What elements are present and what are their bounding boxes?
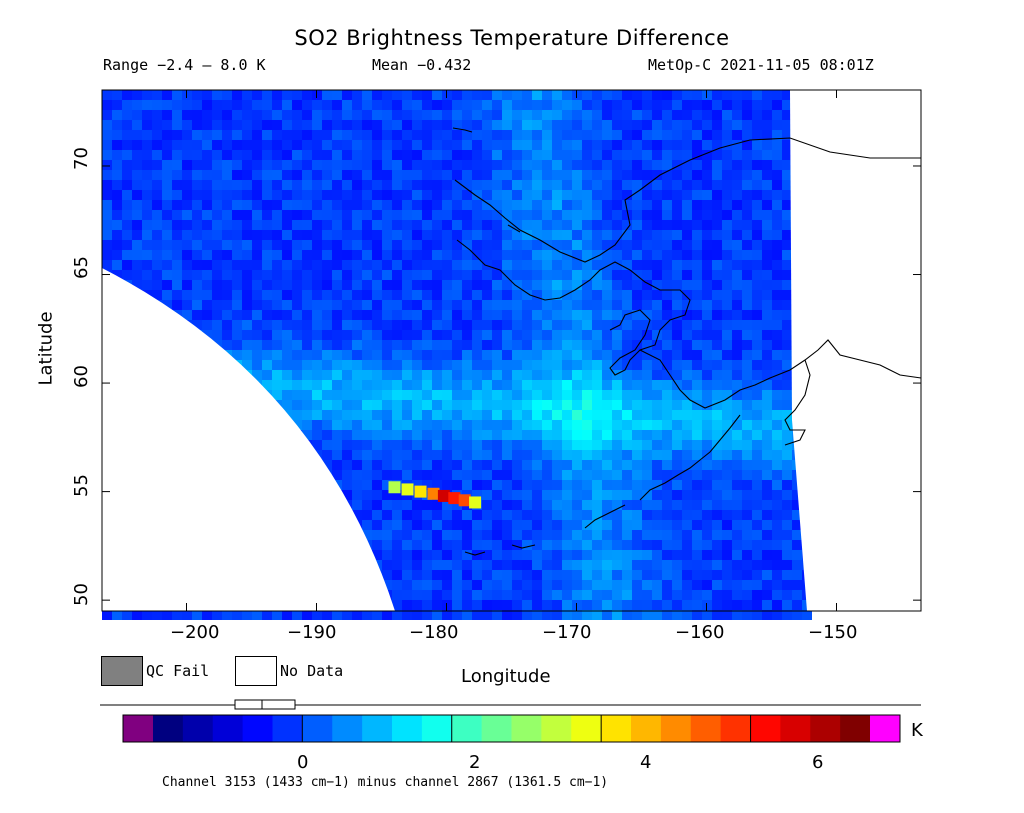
colorbar-under-swatch: [123, 715, 153, 742]
so2-plume-pixel: [448, 492, 461, 505]
colorbar-tick-label: 0: [297, 752, 309, 773]
x-tick-label: −150: [808, 622, 858, 643]
plot-title: SO2 Brightness Temperature Difference: [294, 26, 730, 50]
colorbar-gradient: [153, 715, 871, 742]
x-tick-label: −200: [170, 622, 220, 643]
x-axis-label: Longitude: [461, 666, 551, 687]
no-data-region: [102, 268, 395, 611]
x-tick-label: −160: [675, 622, 725, 643]
colorbar-tick-label: 4: [640, 752, 652, 773]
colorbar-over-swatch: [870, 715, 900, 742]
colorbar-tick-label: 2: [469, 752, 481, 773]
so2-plume-pixel: [388, 481, 401, 494]
qc-fail-swatch: [101, 656, 143, 686]
colorbar-tick-label: 6: [812, 752, 824, 773]
so2-plume-pixel: [427, 487, 440, 500]
satellite-time-text: MetOp-C 2021-11-05 08:01Z: [648, 56, 874, 74]
colorbar-slider[interactable]: [234, 699, 296, 710]
x-tick-label: −170: [542, 622, 592, 643]
so2-plume-pixel: [458, 494, 471, 507]
no-data-region-east: [790, 90, 921, 611]
x-tick-label: −190: [287, 622, 337, 643]
colorbar-footnote: Channel 3153 (1433 cm−1) minus channel 2…: [162, 775, 609, 790]
so2-plume-pixel: [414, 485, 427, 498]
qc-fail-label: QC Fail: [146, 662, 210, 680]
colorbar-unit: K: [911, 720, 923, 741]
so2-plume-pixel: [469, 496, 482, 509]
range-text: Range −2.4 – 8.0 K: [103, 56, 266, 74]
axis-ticks: [102, 90, 921, 611]
coastline: [452, 127, 922, 556]
x-tick-label: −180: [409, 622, 459, 643]
no-data-swatch: [235, 656, 277, 686]
mean-text: Mean −0.432: [372, 56, 472, 74]
so2-plume-pixel: [437, 489, 450, 502]
so2-plume-pixel: [401, 483, 414, 496]
colorbar-frame: [122, 714, 901, 743]
no-data-label: No Data: [280, 662, 344, 680]
